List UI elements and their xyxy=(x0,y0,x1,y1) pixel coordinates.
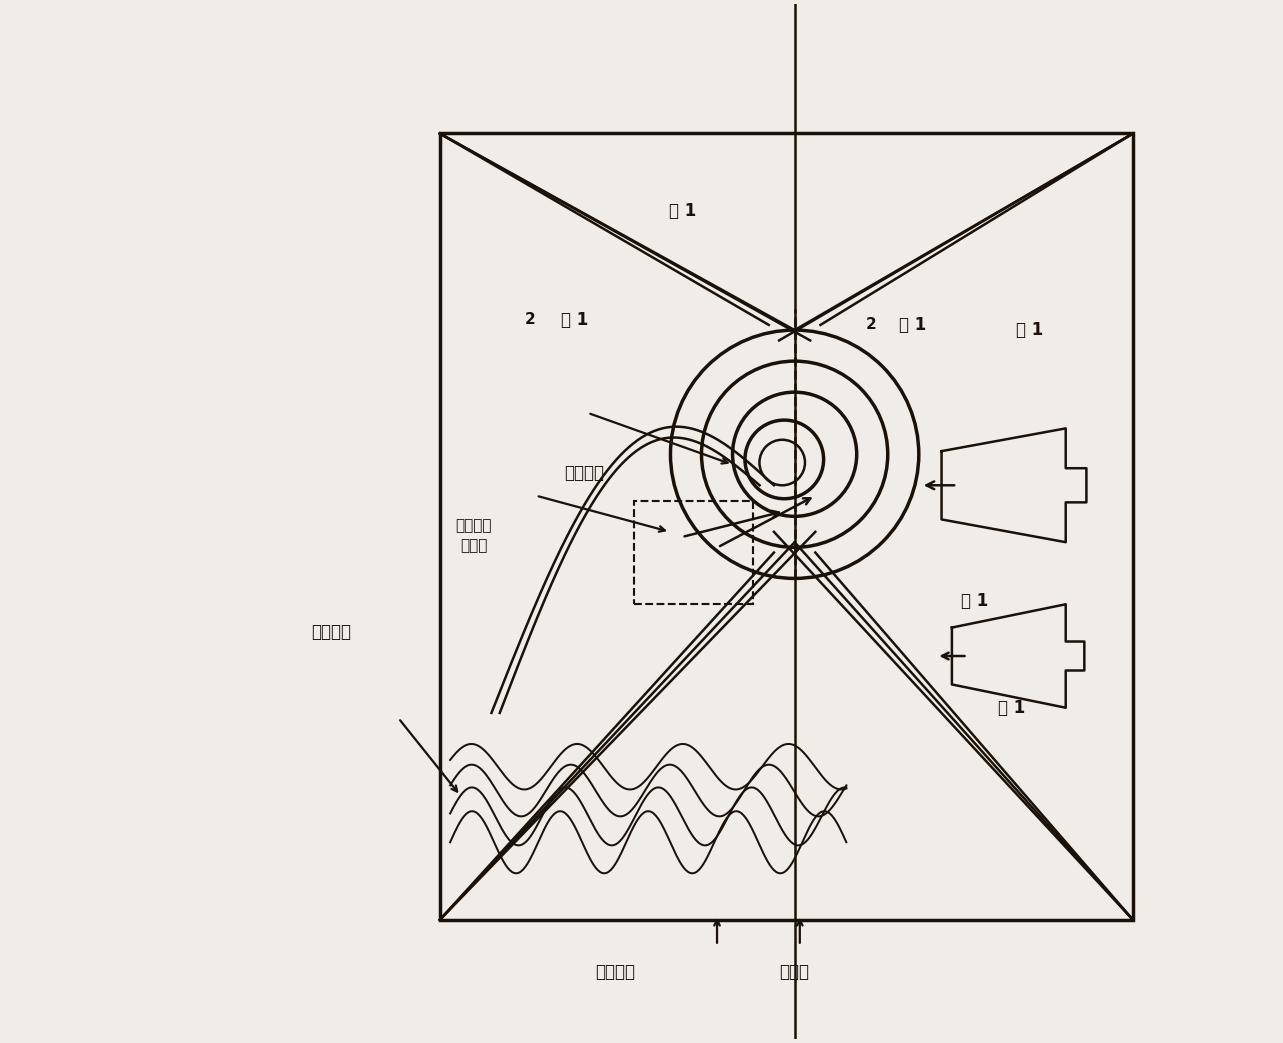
Text: 泡 1: 泡 1 xyxy=(561,311,588,329)
Text: 滚留区: 滚留区 xyxy=(461,538,488,553)
Bar xyxy=(634,501,753,604)
Text: 煤粉浓流: 煤粉浓流 xyxy=(455,518,493,533)
Text: 2: 2 xyxy=(525,312,535,328)
Bar xyxy=(440,134,1133,920)
Text: 流一次风: 流一次风 xyxy=(595,963,635,980)
Text: 上游气流: 上游气流 xyxy=(565,464,604,482)
Text: 2: 2 xyxy=(866,317,876,333)
Text: 泡 1: 泡 1 xyxy=(670,202,697,220)
Text: 泡 1: 泡 1 xyxy=(1016,321,1043,339)
Text: 泡 1: 泡 1 xyxy=(998,699,1025,717)
Text: 泡 1: 泡 1 xyxy=(961,592,988,610)
Text: 流一次风: 流一次风 xyxy=(310,624,352,641)
Text: 泡 1: 泡 1 xyxy=(899,316,926,334)
Text: 二次风: 二次风 xyxy=(780,963,810,980)
